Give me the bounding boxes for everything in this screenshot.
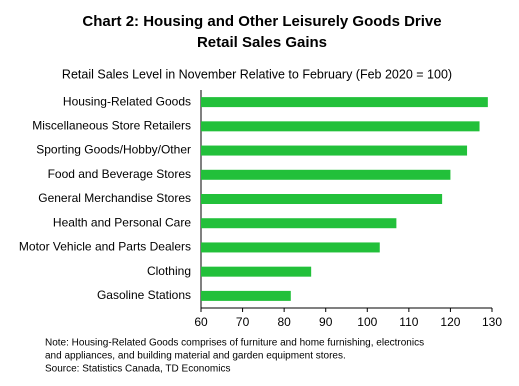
x-tick-label: 130 <box>482 315 502 329</box>
chart-title: Retail Sales Gains <box>197 34 327 51</box>
x-tick-label: 120 <box>440 315 460 329</box>
x-tick-label: 80 <box>277 315 291 329</box>
x-tick-label: 70 <box>236 315 250 329</box>
y-tick-label: Food and Beverage Stores <box>48 167 191 181</box>
x-tick-label: 90 <box>319 315 333 329</box>
note: Note: Housing-Related Goods comprises of… <box>45 338 424 349</box>
note: and appliances, and building material an… <box>45 351 346 362</box>
y-tick-label: Sporting Goods/Hobby/Other <box>36 143 191 157</box>
y-tick-label: Health and Personal Care <box>53 215 191 229</box>
y-tick-label: General Merchandise Stores <box>38 191 191 205</box>
y-tick-label: Miscellaneous Store Retailers <box>32 119 191 133</box>
bar <box>201 169 451 180</box>
bar <box>201 97 488 108</box>
chart-title: Chart 2: Housing and Other Leisurely Goo… <box>82 13 441 30</box>
bar <box>201 194 443 204</box>
x-tick-label: 60 <box>194 315 208 329</box>
y-tick-label: Gasoline Stations <box>97 288 191 302</box>
bar <box>201 218 397 229</box>
x-tick-label: 110 <box>399 315 418 329</box>
bar <box>201 121 480 132</box>
bar <box>201 290 291 301</box>
bar <box>201 145 468 156</box>
y-tick-label: Housing-Related Goods <box>63 94 191 108</box>
y-tick-label: Motor Vehicle and Parts Dealers <box>19 240 191 254</box>
bar <box>201 266 312 277</box>
bar <box>201 242 380 253</box>
chart-subtitle: Retail Sales Level in November Relative … <box>62 67 452 81</box>
y-tick-label: Clothing <box>147 264 191 278</box>
x-tick-label: 100 <box>357 315 377 329</box>
note: Source: Statistics Canada, TD Economics <box>45 364 230 375</box>
